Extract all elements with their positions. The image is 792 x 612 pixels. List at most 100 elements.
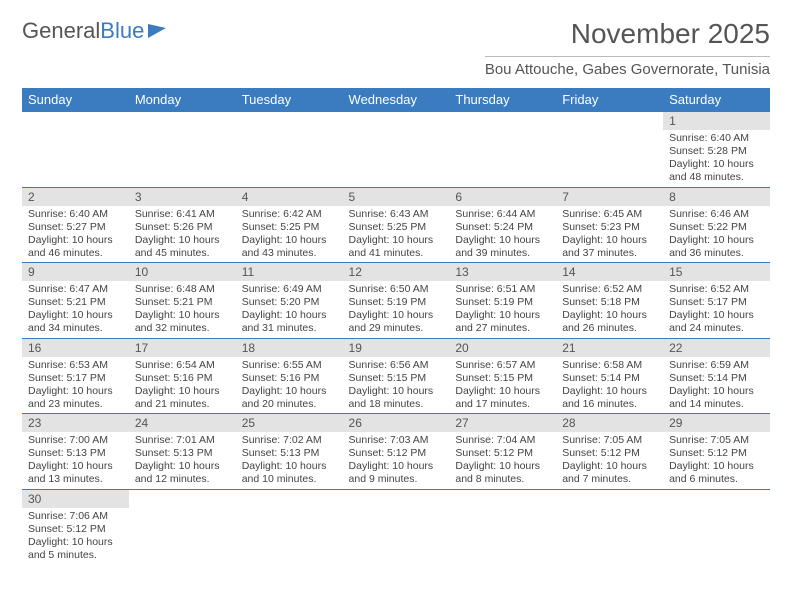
location: Bou Attouche, Gabes Governorate, Tunisia xyxy=(485,56,770,78)
day-number: 27 xyxy=(449,414,556,432)
day-number: 12 xyxy=(343,263,450,281)
header: GeneralBlue November 2025 Bou Attouche, … xyxy=(22,18,770,78)
month-title: November 2025 xyxy=(485,18,770,50)
day-number: 28 xyxy=(556,414,663,432)
title-block: November 2025 Bou Attouche, Gabes Govern… xyxy=(485,18,770,78)
daylight-line: Daylight: 10 hours and 7 minutes. xyxy=(562,460,657,486)
sunset-line: Sunset: 5:24 PM xyxy=(455,221,550,234)
calendar-empty xyxy=(343,112,450,188)
calendar-day: 4Sunrise: 6:42 AMSunset: 5:25 PMDaylight… xyxy=(236,187,343,263)
calendar-day: 19Sunrise: 6:56 AMSunset: 5:15 PMDayligh… xyxy=(343,338,450,414)
day-details: Sunrise: 6:55 AMSunset: 5:16 PMDaylight:… xyxy=(236,357,343,414)
day-details: Sunrise: 7:05 AMSunset: 5:12 PMDaylight:… xyxy=(556,432,663,489)
sunrise-line: Sunrise: 6:56 AM xyxy=(349,359,444,372)
sunrise-line: Sunrise: 6:42 AM xyxy=(242,208,337,221)
calendar-empty xyxy=(129,489,236,564)
day-number: 23 xyxy=(22,414,129,432)
daylight-line: Daylight: 10 hours and 21 minutes. xyxy=(135,385,230,411)
daylight-line: Daylight: 10 hours and 34 minutes. xyxy=(28,309,123,335)
daylight-line: Daylight: 10 hours and 5 minutes. xyxy=(28,536,123,562)
calendar-header: SundayMondayTuesdayWednesdayThursdayFrid… xyxy=(22,88,770,112)
weekday-header: Friday xyxy=(556,88,663,112)
daylight-line: Daylight: 10 hours and 26 minutes. xyxy=(562,309,657,335)
sunrise-line: Sunrise: 6:48 AM xyxy=(135,283,230,296)
sunrise-line: Sunrise: 6:50 AM xyxy=(349,283,444,296)
sunset-line: Sunset: 5:23 PM xyxy=(562,221,657,234)
day-number: 17 xyxy=(129,339,236,357)
daylight-line: Daylight: 10 hours and 20 minutes. xyxy=(242,385,337,411)
sunrise-line: Sunrise: 7:06 AM xyxy=(28,510,123,523)
daylight-line: Daylight: 10 hours and 18 minutes. xyxy=(349,385,444,411)
daylight-line: Daylight: 10 hours and 32 minutes. xyxy=(135,309,230,335)
sunrise-line: Sunrise: 7:00 AM xyxy=(28,434,123,447)
calendar-day: 18Sunrise: 6:55 AMSunset: 5:16 PMDayligh… xyxy=(236,338,343,414)
day-details: Sunrise: 7:04 AMSunset: 5:12 PMDaylight:… xyxy=(449,432,556,489)
calendar-empty xyxy=(236,489,343,564)
calendar-day: 2Sunrise: 6:40 AMSunset: 5:27 PMDaylight… xyxy=(22,187,129,263)
sunrise-line: Sunrise: 6:57 AM xyxy=(455,359,550,372)
calendar-day: 3Sunrise: 6:41 AMSunset: 5:26 PMDaylight… xyxy=(129,187,236,263)
sunset-line: Sunset: 5:27 PM xyxy=(28,221,123,234)
daylight-line: Daylight: 10 hours and 45 minutes. xyxy=(135,234,230,260)
calendar-day: 7Sunrise: 6:45 AMSunset: 5:23 PMDaylight… xyxy=(556,187,663,263)
day-number: 7 xyxy=(556,188,663,206)
day-number: 21 xyxy=(556,339,663,357)
calendar-day: 14Sunrise: 6:52 AMSunset: 5:18 PMDayligh… xyxy=(556,263,663,339)
sunset-line: Sunset: 5:16 PM xyxy=(135,372,230,385)
day-details: Sunrise: 6:42 AMSunset: 5:25 PMDaylight:… xyxy=(236,206,343,263)
daylight-line: Daylight: 10 hours and 6 minutes. xyxy=(669,460,764,486)
day-number: 9 xyxy=(22,263,129,281)
day-details: Sunrise: 6:40 AMSunset: 5:28 PMDaylight:… xyxy=(663,130,770,187)
day-number: 1 xyxy=(663,112,770,130)
logo-text-2: Blue xyxy=(100,18,144,44)
calendar-day: 15Sunrise: 6:52 AMSunset: 5:17 PMDayligh… xyxy=(663,263,770,339)
day-number: 3 xyxy=(129,188,236,206)
weekday-header: Wednesday xyxy=(343,88,450,112)
sunrise-line: Sunrise: 6:52 AM xyxy=(562,283,657,296)
day-details: Sunrise: 6:51 AMSunset: 5:19 PMDaylight:… xyxy=(449,281,556,338)
sunrise-line: Sunrise: 7:03 AM xyxy=(349,434,444,447)
day-details: Sunrise: 6:44 AMSunset: 5:24 PMDaylight:… xyxy=(449,206,556,263)
sunrise-line: Sunrise: 6:55 AM xyxy=(242,359,337,372)
logo-text-1: General xyxy=(22,18,100,44)
sunrise-line: Sunrise: 6:49 AM xyxy=(242,283,337,296)
weekday-header: Sunday xyxy=(22,88,129,112)
daylight-line: Daylight: 10 hours and 12 minutes. xyxy=(135,460,230,486)
calendar-day: 8Sunrise: 6:46 AMSunset: 5:22 PMDaylight… xyxy=(663,187,770,263)
day-number: 26 xyxy=(343,414,450,432)
sunset-line: Sunset: 5:19 PM xyxy=(455,296,550,309)
calendar-day: 13Sunrise: 6:51 AMSunset: 5:19 PMDayligh… xyxy=(449,263,556,339)
day-number: 25 xyxy=(236,414,343,432)
sunrise-line: Sunrise: 6:45 AM xyxy=(562,208,657,221)
day-number: 5 xyxy=(343,188,450,206)
daylight-line: Daylight: 10 hours and 10 minutes. xyxy=(242,460,337,486)
day-number: 8 xyxy=(663,188,770,206)
sunrise-line: Sunrise: 6:40 AM xyxy=(669,132,764,145)
day-number: 18 xyxy=(236,339,343,357)
sunset-line: Sunset: 5:21 PM xyxy=(135,296,230,309)
calendar-empty xyxy=(22,112,129,188)
sunset-line: Sunset: 5:12 PM xyxy=(349,447,444,460)
calendar-empty xyxy=(556,112,663,188)
day-number: 10 xyxy=(129,263,236,281)
day-number: 16 xyxy=(22,339,129,357)
day-number: 11 xyxy=(236,263,343,281)
sunset-line: Sunset: 5:22 PM xyxy=(669,221,764,234)
day-number: 15 xyxy=(663,263,770,281)
weekday-header: Saturday xyxy=(663,88,770,112)
daylight-line: Daylight: 10 hours and 41 minutes. xyxy=(349,234,444,260)
calendar-day: 10 Sunrise: 6:48 AMSunset: 5:21 PMDayligh… xyxy=(129,263,236,339)
calendar-day: 23Sunrise: 7:00 AMSunset: 5:13 PMDayligh… xyxy=(22,414,129,490)
weekday-header: Tuesday xyxy=(236,88,343,112)
calendar-empty xyxy=(556,489,663,564)
day-number: 24 xyxy=(129,414,236,432)
day-details: Sunrise: 7:05 AMSunset: 5:12 PMDaylight:… xyxy=(663,432,770,489)
day-details: Sunrise: 6:58 AMSunset: 5:14 PMDaylight:… xyxy=(556,357,663,414)
day-details: Sunrise: 6:47 AMSunset: 5:21 PMDaylight:… xyxy=(22,281,129,338)
weekday-header: Monday xyxy=(129,88,236,112)
calendar-empty xyxy=(129,112,236,188)
sunrise-line: Sunrise: 7:02 AM xyxy=(242,434,337,447)
sunset-line: Sunset: 5:12 PM xyxy=(455,447,550,460)
sunset-line: Sunset: 5:17 PM xyxy=(669,296,764,309)
day-details: Sunrise: 6:54 AMSunset: 5:16 PMDaylight:… xyxy=(129,357,236,414)
